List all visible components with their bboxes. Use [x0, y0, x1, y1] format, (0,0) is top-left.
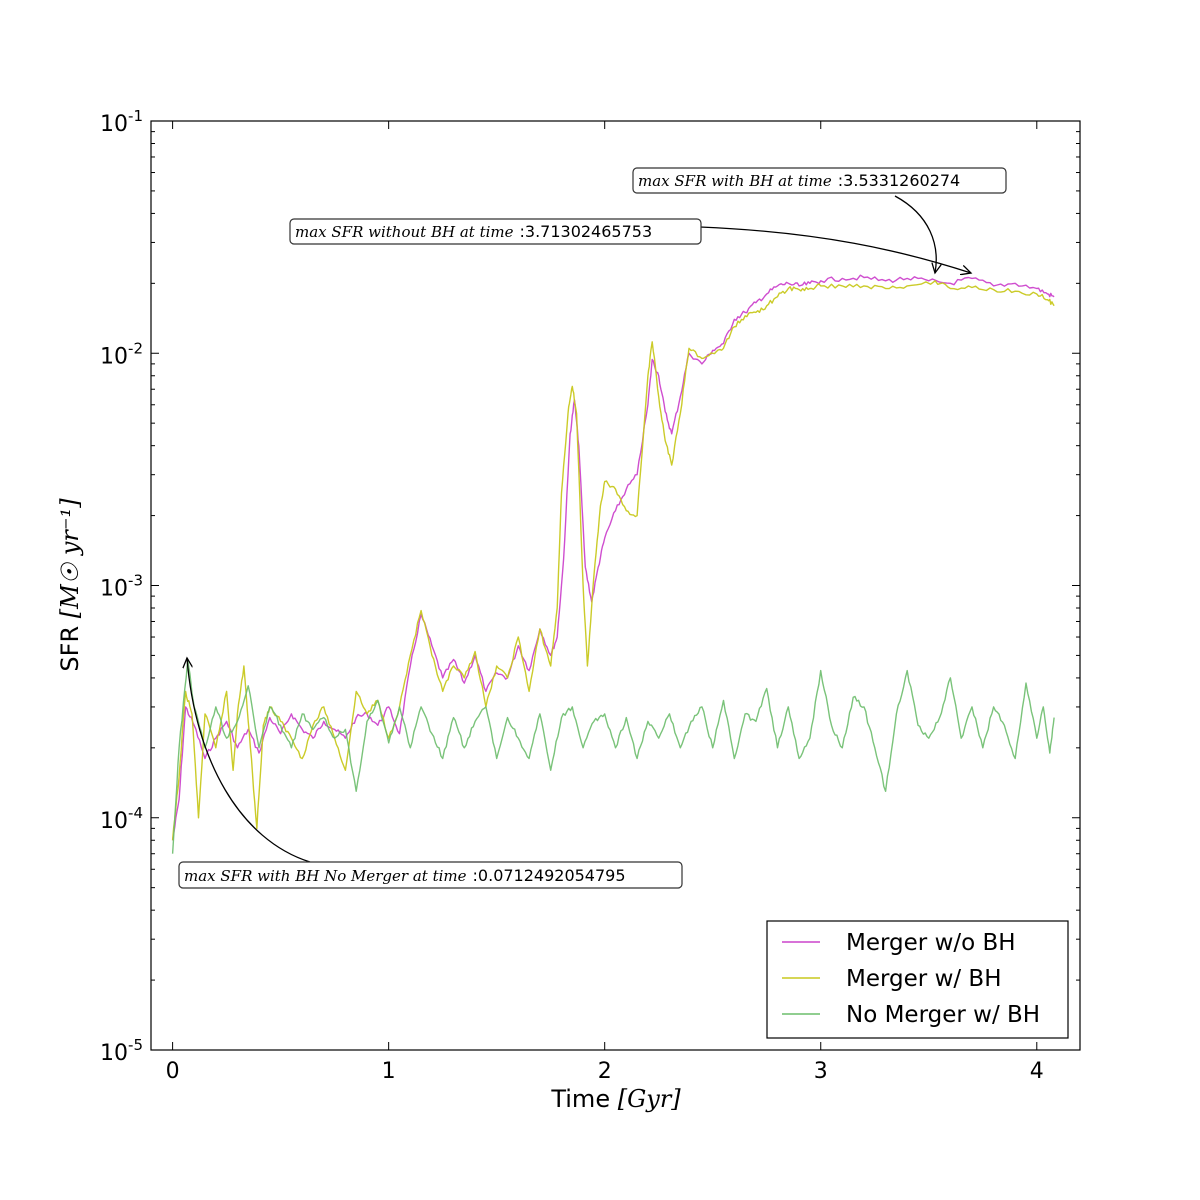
y-tick-label: 10-3 — [100, 572, 143, 602]
y-tick-label: 10-5 — [100, 1036, 143, 1066]
annotation-text: max SFR with BH No Merger at time:0.0712… — [184, 866, 626, 885]
x-tick-label: 4 — [1030, 1059, 1044, 1084]
x-tick-label: 1 — [382, 1059, 396, 1084]
y-tick-label: 10-4 — [100, 804, 143, 834]
y-axis-title: SFR [M☉ yr⁻¹] — [56, 498, 84, 672]
legend-box — [766, 920, 1069, 1039]
x-tick-labels: 0 1 2 3 4 — [166, 1059, 1044, 1084]
axis-ticks — [151, 120, 1080, 1051]
annotation-with-bh: max SFR with BH at time:3.5331260274 — [632, 167, 1007, 194]
legend-label-merger-w-bh: Merger w/ BH — [846, 966, 1002, 992]
series-line-no-merger-w-bh — [171, 658, 1055, 854]
y-tick-labels: 10-5 10-4 10-3 10-2 10-1 — [100, 107, 143, 1066]
x-tick-label: 0 — [166, 1059, 180, 1084]
annotation-arrow-with-bh — [894, 195, 936, 273]
legend-label-merger-wo-bh: Merger w/o BH — [846, 930, 1016, 956]
annotation-text: max SFR without BH at time:3.71302465753 — [295, 222, 652, 241]
annotation-without-bh: max SFR without BH at time:3.71302465753 — [289, 218, 702, 245]
legend: Merger w/o BH Merger w/ BH No Merger w/ … — [766, 920, 1069, 1039]
annotation-text: max SFR with BH at time:3.5331260274 — [638, 171, 960, 190]
y-tick-label: 10-2 — [100, 339, 143, 369]
annotation-box — [289, 218, 702, 245]
legend-label-no-merger-w-bh: No Merger w/ BH — [846, 1002, 1040, 1028]
y-tick-label: 10-1 — [100, 107, 143, 137]
annotation-box — [632, 167, 1007, 194]
series-layer — [171, 274, 1055, 854]
x-tick-label: 3 — [814, 1059, 828, 1084]
annotation-arrow-without-bh — [699, 226, 971, 273]
annotation-arrow-no-merger — [187, 658, 311, 863]
x-tick-label: 2 — [598, 1059, 612, 1084]
x-axis-title: Time [Gyr] — [550, 1085, 681, 1113]
annotation-no-merger: max SFR with BH No Merger at time:0.0712… — [178, 861, 683, 889]
series-line-merger-w-o-bh — [171, 274, 1055, 841]
annotation-box — [178, 861, 683, 889]
